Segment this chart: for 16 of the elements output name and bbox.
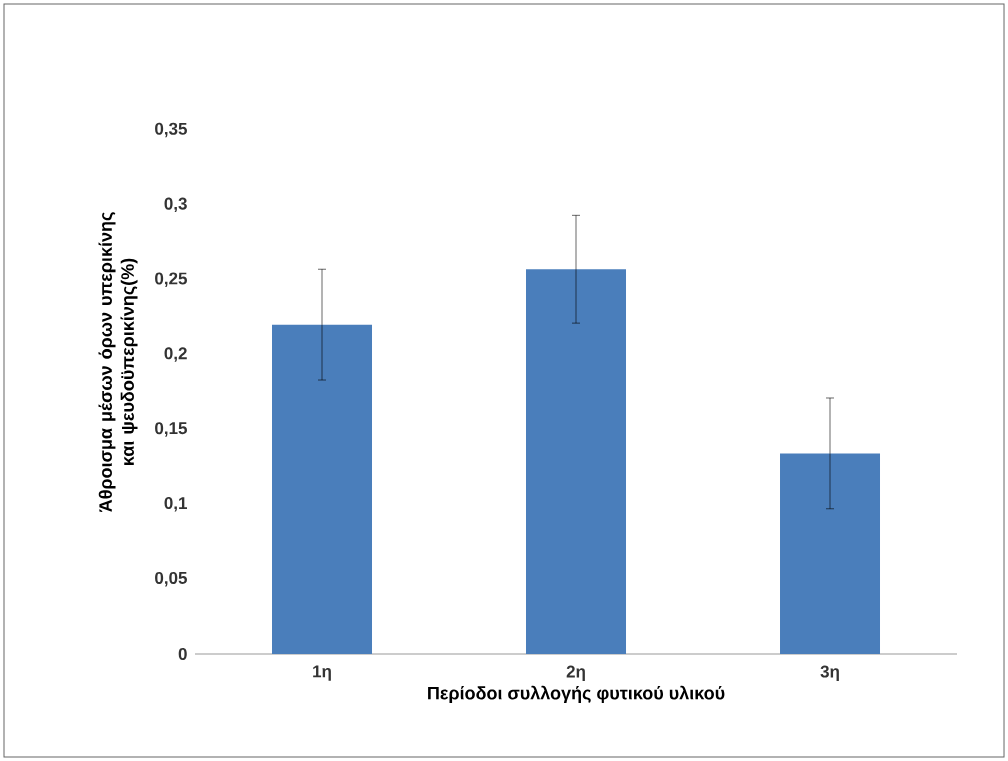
y-tick-label: 0,2 [164, 347, 187, 362]
y-tick-label: 0,15 [155, 422, 187, 437]
y-tick-label: 0,25 [155, 272, 187, 287]
y-tick-label: 0,35 [155, 122, 187, 138]
y-tick-label: 0,3 [164, 197, 187, 213]
x-axis-title: Περίοδοι συλλογής φυτικού υλικού [428, 685, 725, 704]
x-tick-label: 3η [820, 665, 839, 681]
bar [526, 269, 627, 654]
y-tick-label: 0,05 [155, 571, 187, 587]
bar [272, 324, 373, 654]
bar [780, 453, 881, 654]
y-tick-label: 0 [178, 647, 187, 661]
y-tick-label: 0,1 [164, 497, 187, 512]
y-axis-title: Άθροισμα μέσων όρων υπερικίνης και ψευδοϋπερικίνης(%) [98, 212, 138, 512]
x-tick-label: 2η [566, 665, 585, 681]
x-tick-label: 1η [313, 665, 331, 681]
